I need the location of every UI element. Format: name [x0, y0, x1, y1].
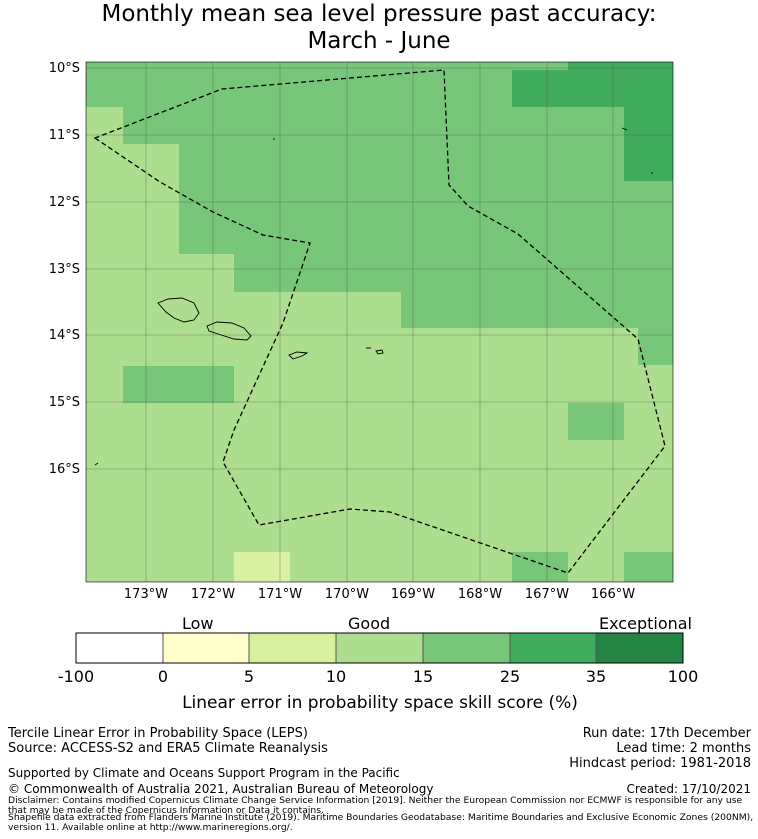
island-small: [94, 462, 99, 466]
island-small: [621, 127, 628, 131]
colorbar: [75, 632, 684, 664]
colorbar-title: Linear error in probability space skill …: [182, 693, 578, 713]
shapefile-credit: Shapefile data extracted from Flanders M…: [8, 812, 754, 833]
colorbar-swatch: [249, 633, 336, 663]
lat-label: 15°S: [48, 395, 80, 410]
chart-title-line1: Monthly mean sea level pressure past acc…: [101, 1, 657, 27]
coastlines: [94, 127, 653, 466]
lead-time: Lead time: 2 months: [616, 741, 751, 756]
lat-label: 11°S: [48, 128, 80, 143]
eez-boundary: [93, 69, 666, 574]
colorbar-category-low: Low: [182, 614, 214, 633]
island-upolu: [206, 321, 252, 341]
lon-label: 170°W: [324, 587, 370, 602]
colorbar-tick: 5: [243, 667, 255, 686]
colorbar-tick: 10: [325, 667, 347, 686]
lat-label: 12°S: [48, 195, 80, 210]
lon-label: 173°W: [123, 587, 169, 602]
colorbar-swatch: [596, 633, 683, 663]
grid-cell: [512, 552, 568, 582]
lon-label: 167°W: [524, 587, 570, 602]
colorbar-frame: [75, 632, 684, 664]
colorbar-swatch: [336, 633, 423, 663]
grid-cell: [512, 62, 673, 181]
source-text: Source: ACCESS-S2 and ERA5 Climate Reana…: [8, 741, 328, 756]
graticule: [86, 62, 673, 582]
island-tutuila: [288, 351, 309, 360]
method-text: Tercile Linear Error in Probability Spac…: [8, 726, 308, 741]
colorbar-swatch: [423, 633, 510, 663]
lon-label: 171°W: [257, 587, 303, 602]
colorbar-tick: -100: [57, 667, 95, 686]
support-text: Supported by Climate and Oceans Support …: [8, 766, 400, 780]
colorbar-swatch: [76, 633, 163, 663]
lon-label: 169°W: [390, 587, 436, 602]
island-tau: [375, 349, 384, 355]
grid-cell: [123, 366, 234, 403]
skill-score-grid: [86, 62, 673, 582]
map-panel: [75, 61, 684, 664]
lat-label: 16°S: [48, 462, 80, 477]
colorbar-tick: 35: [585, 667, 607, 686]
grid-cell: [234, 552, 290, 582]
colorbar-category-exceptional: Exceptional: [599, 614, 692, 633]
run-date: Run date: 17th December: [582, 726, 751, 741]
grid-cell: [624, 552, 673, 582]
colorbar-category-good: Good: [348, 614, 391, 633]
chart-title-line2: March - June: [307, 28, 451, 54]
lat-label: 13°S: [48, 262, 80, 277]
disclaimer-text: Disclaimer: Contains modified Copernicus…: [8, 795, 743, 816]
lon-label: 172°W: [190, 587, 236, 602]
lat-label: 14°S: [48, 328, 80, 343]
grid-cell: [568, 403, 624, 440]
map-frame: [85, 61, 674, 583]
colorbar-tick: 25: [499, 667, 521, 686]
colorbar-swatch: [163, 633, 249, 663]
colorbar-tick: 0: [157, 667, 169, 686]
lon-label: 166°W: [590, 587, 636, 602]
hindcast-period: Hindcast period: 1981-2018: [569, 756, 751, 771]
colorbar-swatch: [510, 633, 596, 663]
lon-label: 168°W: [457, 587, 503, 602]
island-savaii: [157, 297, 200, 323]
copyright-text: © Commonwealth of Australia 2021, Austra…: [8, 782, 434, 796]
lat-label: 10°S: [48, 61, 80, 76]
colorbar-tick: 15: [412, 667, 434, 686]
colorbar-tick: 100: [667, 667, 699, 686]
created-date: Created: 17/10/2021: [626, 782, 751, 796]
grid-cell: [86, 62, 673, 365]
